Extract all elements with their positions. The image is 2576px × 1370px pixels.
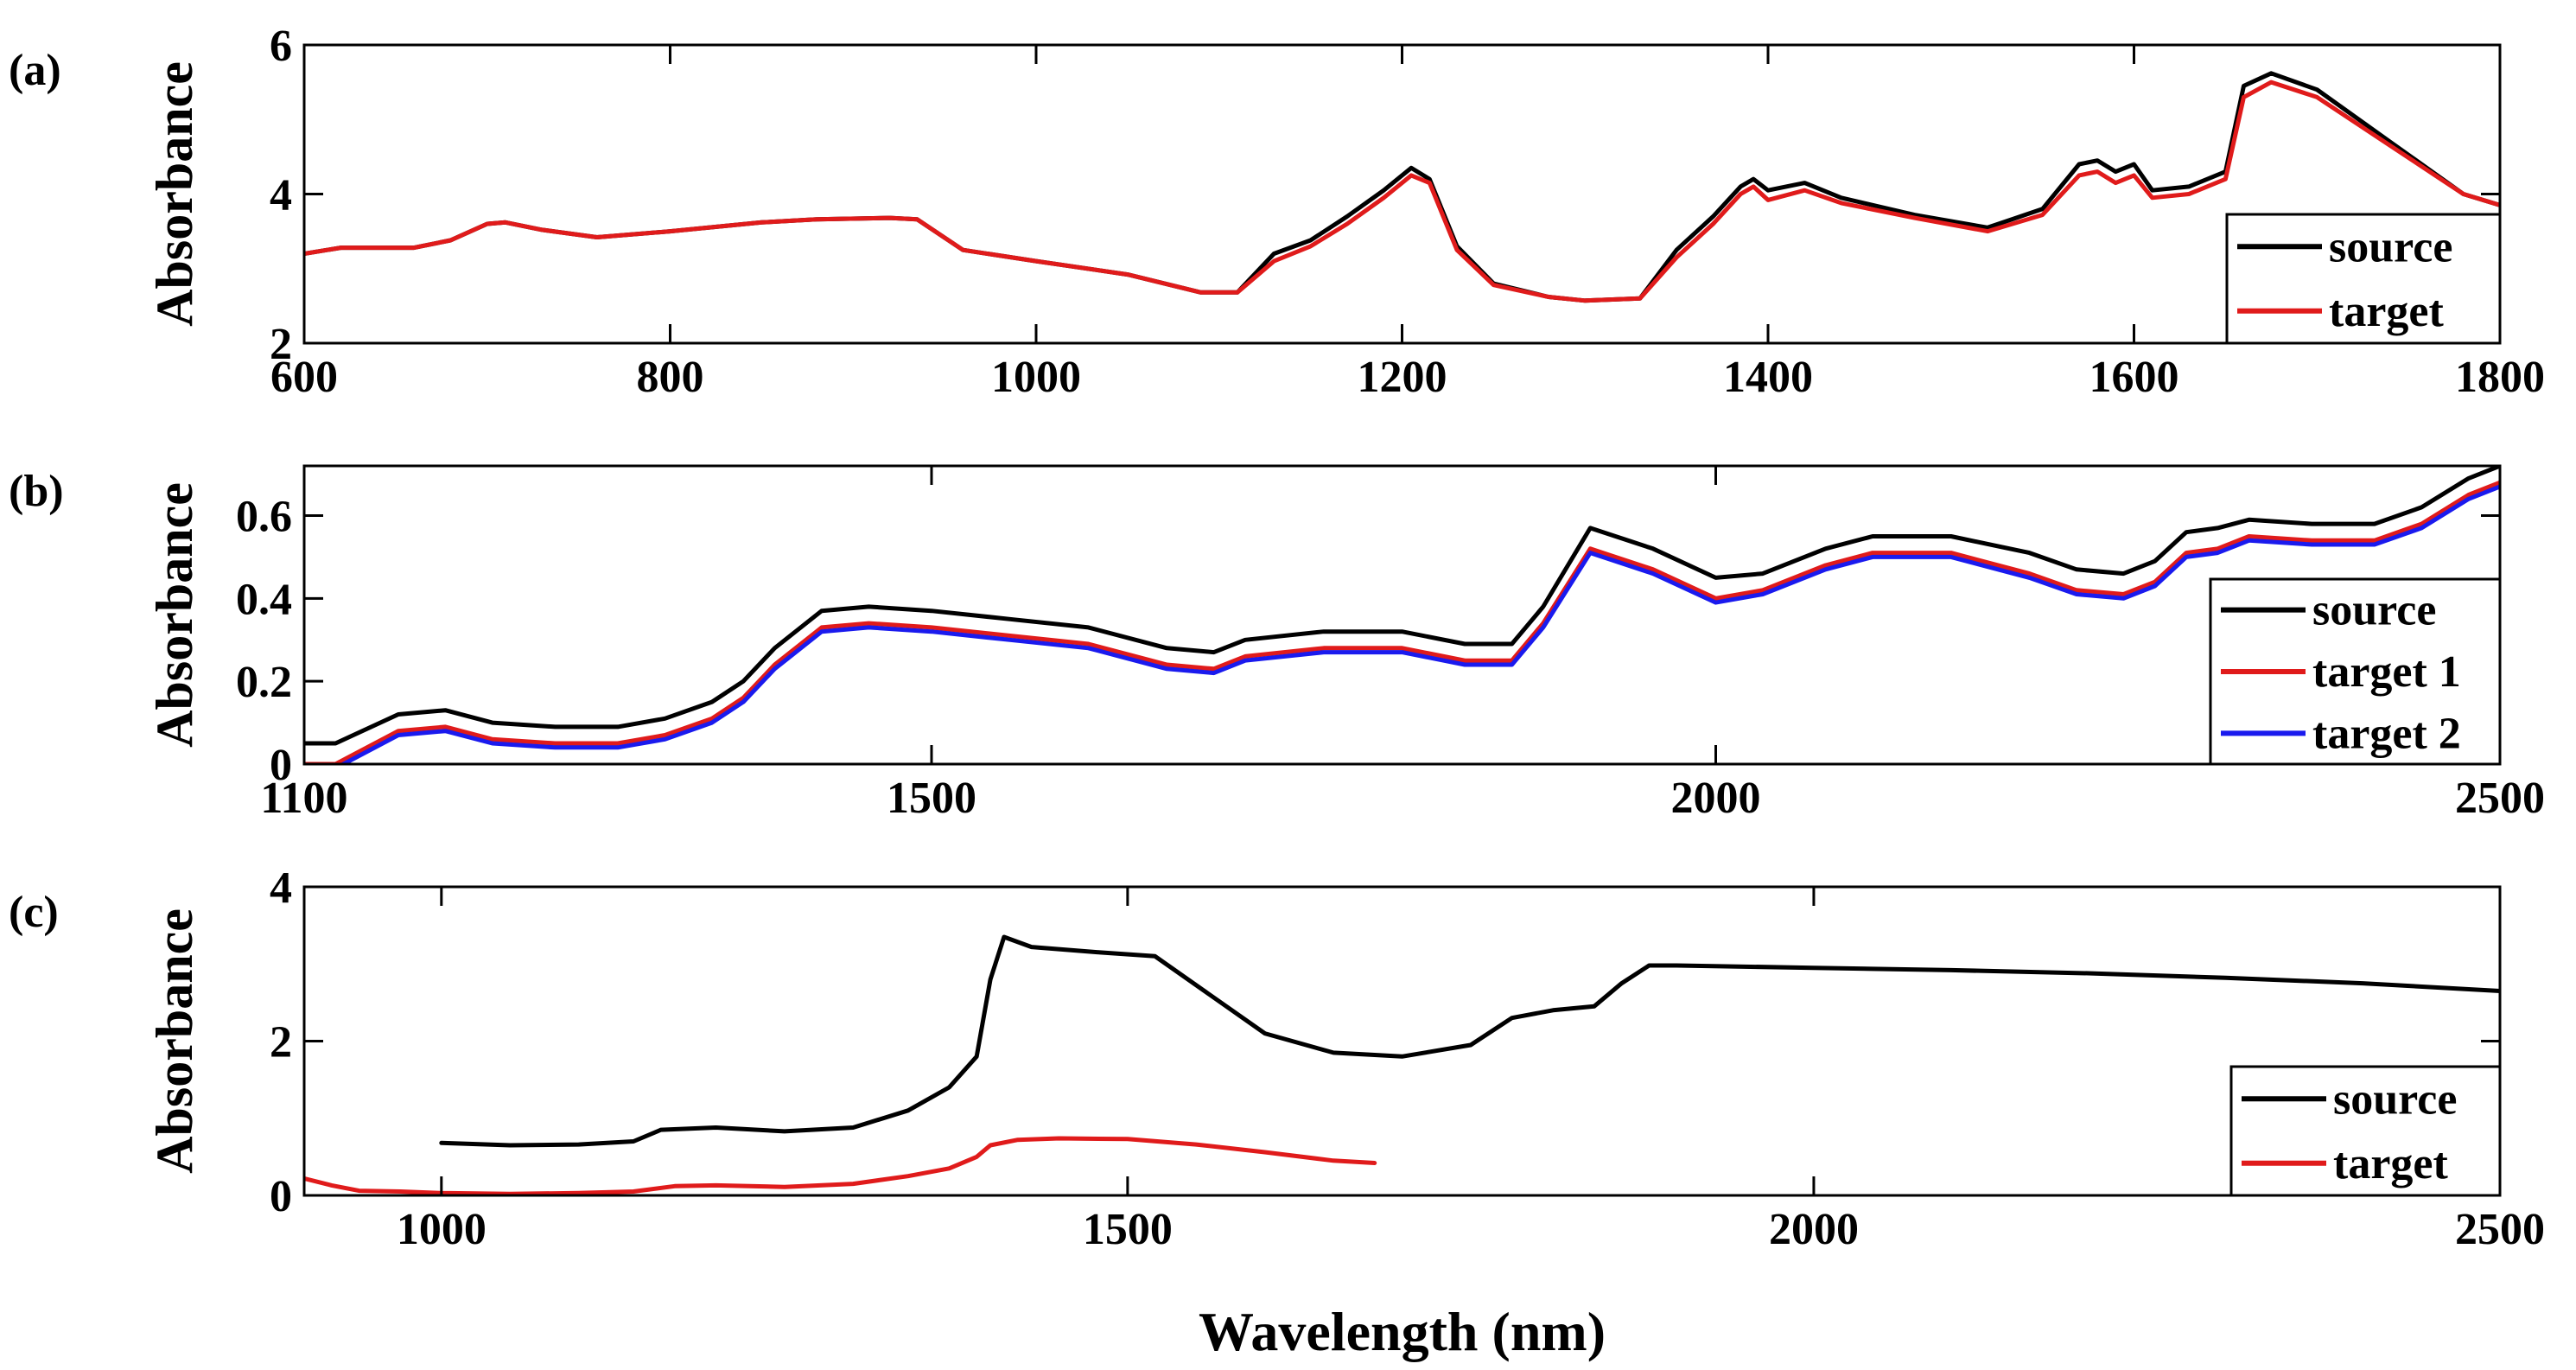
series-source-line — [304, 466, 2500, 746]
series-source-line — [439, 934, 2500, 1148]
series-source-line — [304, 71, 2500, 303]
legend-box — [2229, 1065, 2502, 1197]
legend-label-source: source — [2312, 586, 2436, 635]
legend-label-source: source — [2329, 222, 2452, 271]
x-tick-label: 1400 — [1723, 353, 1813, 402]
axes-box — [302, 885, 2502, 1197]
x-tick-label: 1800 — [2455, 353, 2545, 402]
panel-c: 1000 1500 2000 2500 0 2 4 Absorbance (c) source ta… — [9, 863, 2545, 1254]
x-tick-label: 800 — [637, 353, 704, 402]
series-target-line — [304, 80, 2500, 303]
legend-box — [2225, 213, 2502, 345]
legend-label-target-1: target 1 — [2312, 647, 2461, 697]
y-axis-label: Absorbance — [146, 482, 203, 748]
series-target-2-line — [339, 484, 2500, 764]
y-axis-label: Absorbance — [146, 908, 203, 1174]
panel-label: (b) — [9, 467, 64, 516]
x-axis-label: Wavelength (nm) — [1199, 1301, 1606, 1362]
x-tick-label: 1000 — [397, 1205, 487, 1254]
x-tick-label: 2000 — [1671, 774, 1761, 823]
x-tick-label: 1200 — [1358, 353, 1447, 402]
series-target-1-line — [304, 480, 2500, 764]
x-tick-label: 2500 — [2455, 1205, 2545, 1254]
panel-label: (a) — [9, 46, 61, 95]
y-tick-label: 4 — [270, 171, 292, 220]
y-tick-label: 6 — [270, 22, 292, 71]
x-tick-label: 600 — [270, 353, 338, 402]
legend-label-source: source — [2333, 1074, 2457, 1124]
y-tick-label: 0.4 — [236, 575, 292, 624]
x-tick-label: 1500 — [887, 774, 976, 823]
y-tick-label: 4 — [270, 863, 292, 913]
legend: source target 1 target 2 — [2209, 577, 2502, 766]
x-tick-label: 1600 — [2089, 353, 2179, 402]
y-tick-label: 2 — [270, 320, 292, 369]
panel-b: 1100 1500 2000 2500 0 0.2 0.4 0.6 Absorbance (b) s… — [9, 464, 2545, 823]
x-tick-label: 2000 — [1769, 1205, 1859, 1254]
legend-label-target: target — [2333, 1139, 2448, 1188]
legend: source target — [2229, 1065, 2502, 1197]
x-tick-label: 1000 — [991, 353, 1081, 402]
legend-label-target-2: target 2 — [2312, 709, 2461, 758]
y-tick-label: 0.6 — [236, 493, 292, 542]
y-tick-label: 2 — [270, 1018, 292, 1067]
y-tick-label: 0.2 — [236, 658, 292, 707]
y-tick-label: 0 — [270, 741, 292, 790]
axes-box — [302, 464, 2502, 766]
legend-label-target: target — [2329, 287, 2444, 336]
x-tick-label: 1100 — [260, 774, 347, 823]
y-axis-label: Absorbance — [146, 61, 203, 327]
panel-label: (c) — [9, 888, 59, 937]
series-target-line — [304, 1136, 1377, 1195]
x-tick-label: 1500 — [1083, 1205, 1173, 1254]
y-tick-label: 0 — [270, 1172, 292, 1221]
legend: source target — [2225, 213, 2502, 345]
x-tick-label: 2500 — [2455, 774, 2545, 823]
panel-a: 600 800 1000 1200 1400 1600 1800 2 4 6 Absorbance (… — [9, 22, 2545, 402]
